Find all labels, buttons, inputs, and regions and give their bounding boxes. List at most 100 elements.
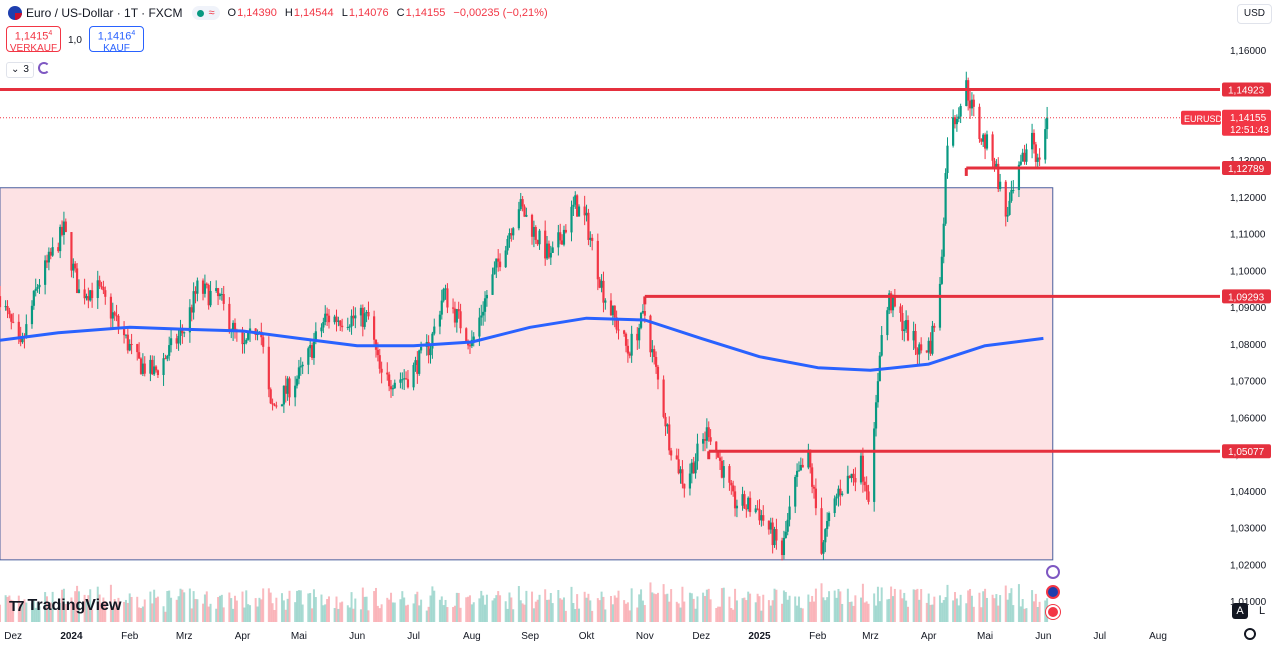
volume-bar: [839, 591, 842, 622]
candle-body: [1008, 200, 1011, 215]
candle-body: [30, 305, 34, 325]
candle-body: [886, 310, 889, 336]
volume-bar: [625, 603, 628, 622]
volume-bar: [465, 597, 468, 622]
price-axis-background: [1222, 0, 1280, 648]
volume-bar: [734, 588, 737, 622]
buy-button[interactable]: 1,14164 KAUF: [89, 26, 144, 54]
volume-bar: [151, 603, 154, 622]
volume-bar: [651, 592, 654, 622]
volume-bar: [591, 610, 594, 622]
volume-bar: [852, 605, 855, 622]
volume-bar: [728, 596, 731, 622]
volume-bar: [688, 592, 691, 622]
volume-bar: [773, 588, 776, 622]
candle-body: [681, 469, 684, 484]
volume-bar: [183, 592, 186, 622]
volume-bar: [717, 606, 720, 622]
candle-body: [799, 464, 802, 471]
candle-body: [386, 372, 389, 375]
market-status-pill[interactable]: ≈: [192, 6, 220, 20]
candle-body: [102, 286, 105, 291]
chart-header: Euro / US-Dollar · 1T · FXCM ≈ O1,14390 …: [8, 5, 553, 21]
volume-bar: [59, 602, 62, 622]
sell-button[interactable]: 1,14154 VERKAUF: [6, 26, 61, 54]
volume-bar: [561, 599, 564, 622]
auto-scale-button[interactable]: A: [1232, 603, 1248, 619]
candle-body: [795, 470, 799, 477]
price-tick-label: 1,08000: [1230, 340, 1267, 351]
volume-bar: [982, 591, 985, 622]
currency-button[interactable]: USD: [1236, 4, 1272, 24]
volume-bar: [459, 607, 462, 622]
volume-bar: [1036, 606, 1039, 622]
volume-bar: [653, 593, 656, 622]
volume-bar: [807, 594, 810, 622]
candle-body: [841, 493, 844, 496]
level-price-label: 1,05077: [1228, 447, 1265, 458]
candle-body: [228, 303, 231, 332]
volume-bar: [1012, 605, 1015, 622]
volume-bar: [615, 597, 618, 622]
candle-body: [957, 116, 960, 119]
candle-body: [455, 309, 458, 323]
volume-bar: [918, 599, 921, 622]
candle-body: [867, 491, 870, 502]
volume-bar: [914, 589, 917, 622]
eu-event-icon[interactable]: [1046, 585, 1060, 599]
volume-bar: [907, 606, 910, 622]
candle-body: [623, 330, 626, 334]
candle-body: [143, 363, 146, 374]
volume-bar: [797, 596, 800, 622]
volume-bar: [985, 597, 988, 622]
candle-body: [32, 290, 35, 306]
candle-body: [598, 279, 601, 288]
gear-icon[interactable]: [1244, 628, 1256, 640]
candle-body: [991, 134, 994, 161]
candle-body: [162, 358, 165, 376]
candle-body: [420, 346, 423, 351]
time-tick-label: Jul: [1093, 631, 1106, 642]
volume-bar: [531, 591, 534, 622]
candle-body: [811, 467, 814, 487]
candle-body: [352, 315, 355, 319]
indicators-toggle[interactable]: ⌄ 3: [6, 62, 34, 78]
volume-bar: [416, 591, 419, 622]
volume-bar: [609, 595, 612, 622]
volume-bar: [337, 608, 340, 622]
volume-bar: [863, 602, 866, 622]
candle-body: [944, 173, 947, 224]
refresh-icon[interactable]: [38, 62, 50, 74]
sell-price: 1,1415: [14, 30, 49, 43]
candle-body: [151, 359, 154, 375]
candle-body: [812, 486, 816, 489]
volume-bar: [756, 593, 759, 622]
candle-body: [271, 403, 274, 405]
volume-bar: [705, 589, 708, 622]
us-event-icon[interactable]: [1046, 605, 1060, 619]
volume-bar: [820, 583, 823, 622]
volume-bar: [504, 601, 507, 622]
volume-bar: [433, 590, 436, 622]
volume-bar: [388, 599, 391, 622]
logo-text: TradingView: [27, 597, 122, 614]
volume-bar: [352, 608, 355, 622]
candle-body: [769, 522, 772, 530]
candle-body: [918, 344, 921, 355]
volume-bar: [207, 606, 210, 622]
candle-body: [683, 483, 686, 489]
log-scale-button[interactable]: L: [1258, 605, 1266, 617]
flash-event-icon[interactable]: [1046, 565, 1060, 579]
candle-body: [916, 348, 919, 355]
candle-body: [34, 288, 37, 291]
volume-bar: [102, 597, 105, 622]
symbol-title[interactable]: Euro / US-Dollar · 1T · FXCM: [26, 6, 183, 20]
volume-bar: [442, 605, 445, 622]
tradingview-logo[interactable]: T7 TradingView: [9, 597, 121, 615]
volume-bar: [730, 608, 733, 622]
time-tick-label: Mrz: [862, 631, 879, 642]
volume-bar: [933, 596, 936, 622]
candle-body: [341, 325, 344, 328]
volume-bar: [181, 589, 184, 622]
